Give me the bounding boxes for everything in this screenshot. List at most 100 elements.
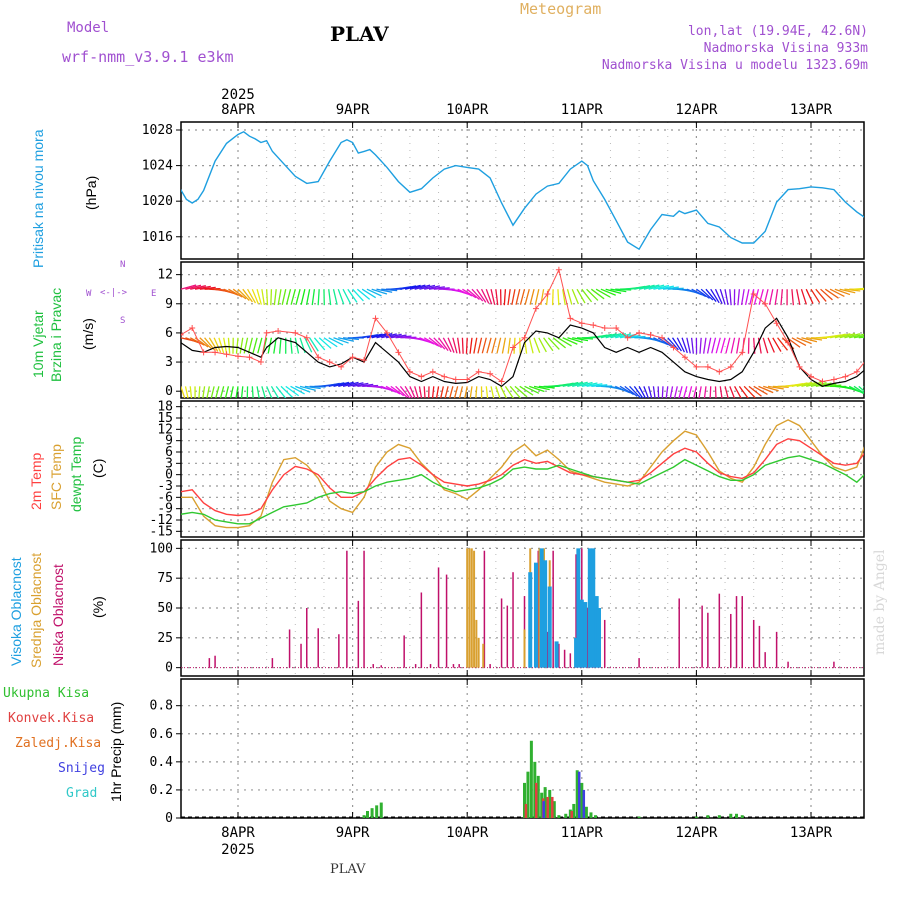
wind-arrow [507, 289, 511, 306]
y-tick-label: -9 [157, 502, 173, 517]
low-cloud-bar [758, 625, 761, 668]
wind-arrow [657, 386, 660, 398]
wind-arrow [376, 333, 393, 339]
top-day-label: 13APR [790, 102, 833, 118]
wind-arrow [481, 337, 487, 354]
low-cloud-bar [288, 629, 291, 668]
temperature-plot [181, 419, 864, 529]
wind-arrow [648, 284, 665, 290]
wind-arrow [673, 386, 678, 398]
y-tick-label: 9 [165, 434, 173, 449]
wind-arrow [491, 337, 497, 354]
conv-rain-bar [524, 803, 528, 818]
low-cloud-bar [546, 631, 549, 668]
y-tick-label: 6 [165, 445, 173, 460]
wind-arrow [433, 337, 446, 350]
y-tick-label: -12 [150, 513, 173, 528]
wind-arrow [562, 381, 579, 387]
wind-arrow [337, 288, 345, 305]
wind-arrow [462, 288, 477, 299]
wind-arrow [352, 382, 369, 387]
wind-arrow [202, 386, 206, 398]
wind-arrow [290, 289, 296, 305]
wind-arrow [576, 337, 594, 340]
wind-arrow [740, 289, 745, 306]
legend-conv-rain: Konvek.Kisa [8, 711, 95, 726]
total-rain-bar [575, 770, 579, 818]
wind-gust-marker [452, 376, 459, 383]
wind-arrow [791, 289, 795, 306]
wind-arrow [743, 385, 756, 398]
wind-arrow [452, 337, 458, 354]
wind-arrow [447, 337, 455, 353]
wind-gust-marker [181, 331, 184, 338]
wind-arrow [223, 288, 239, 296]
wind-arrow [313, 337, 326, 351]
wind-arrow [495, 289, 499, 306]
wind-arrow [333, 381, 350, 387]
low-cloud-bar [678, 598, 680, 668]
wind-gust-marker [567, 315, 574, 322]
wind-arrow [328, 289, 332, 306]
low-cloud-bar [437, 567, 440, 668]
wind-arrow [763, 385, 779, 392]
wind-arrow [424, 285, 441, 290]
wind-arrow [227, 337, 231, 354]
high-cloud-bar [574, 637, 579, 668]
wind-arrow [824, 288, 839, 299]
total-rain-bar [370, 808, 374, 818]
mid-cloud-bar [466, 548, 469, 668]
wind-speed-line [181, 317, 864, 388]
wind-arrow [357, 383, 374, 387]
y-tick-label: 1024 [142, 159, 173, 174]
total-rain-bar [362, 815, 366, 818]
wind-arrow [749, 289, 755, 305]
wind-arrow [619, 385, 635, 396]
wind-arrow [858, 385, 864, 392]
meteogram-label: Meteogram [520, 0, 602, 18]
wind-arrow [503, 289, 507, 306]
wind-arrow [270, 386, 280, 398]
wind-arrow [600, 333, 617, 339]
low-cloud-bar [506, 605, 509, 668]
low-cloud-bar [752, 619, 755, 668]
wind-arrow [223, 337, 228, 354]
low-cloud-bar [317, 628, 319, 668]
wind-arrow [277, 289, 282, 306]
wind-arrow [504, 385, 514, 398]
wind-arrow [237, 288, 250, 301]
snow-bar [582, 789, 586, 818]
wind-arrow [323, 337, 338, 348]
y-tick-label: 6 [165, 326, 173, 341]
wind-arrow [614, 385, 631, 394]
wind-arrow [267, 337, 273, 354]
compass-e: E [151, 289, 157, 299]
wind-arrow [687, 386, 693, 398]
wind-arrow [711, 337, 717, 354]
wind-arrow [638, 284, 655, 290]
wind-arrow [849, 333, 864, 339]
high-cloud-bar [579, 599, 584, 668]
y-tick-label: 0.6 [150, 727, 173, 742]
y-tick-label: 0.8 [150, 699, 173, 714]
wind-arrow [729, 386, 736, 398]
low-cloud-bar [338, 634, 340, 668]
wind-arrow [473, 337, 478, 354]
wind-arrow [853, 385, 864, 394]
wind-gust-marker [498, 378, 505, 385]
bottom-year-label: 2025 [221, 842, 255, 858]
wind-arrow [725, 337, 731, 354]
lonlat-label: lon,lat (19.94E, 42.6N) [687, 24, 868, 39]
wind-arrow [185, 284, 202, 290]
wind-arrow [652, 386, 656, 398]
legend-hail: Grad [66, 786, 98, 801]
wind-arrow [519, 385, 534, 396]
wind-arrow [381, 288, 398, 292]
y-tick-label: 0 [165, 384, 173, 399]
temp2m-line [181, 438, 864, 517]
total-rain-bar [580, 782, 584, 818]
wind-arrow [730, 337, 736, 354]
wind-arrow [500, 386, 508, 398]
total-rain-bar [540, 792, 544, 818]
